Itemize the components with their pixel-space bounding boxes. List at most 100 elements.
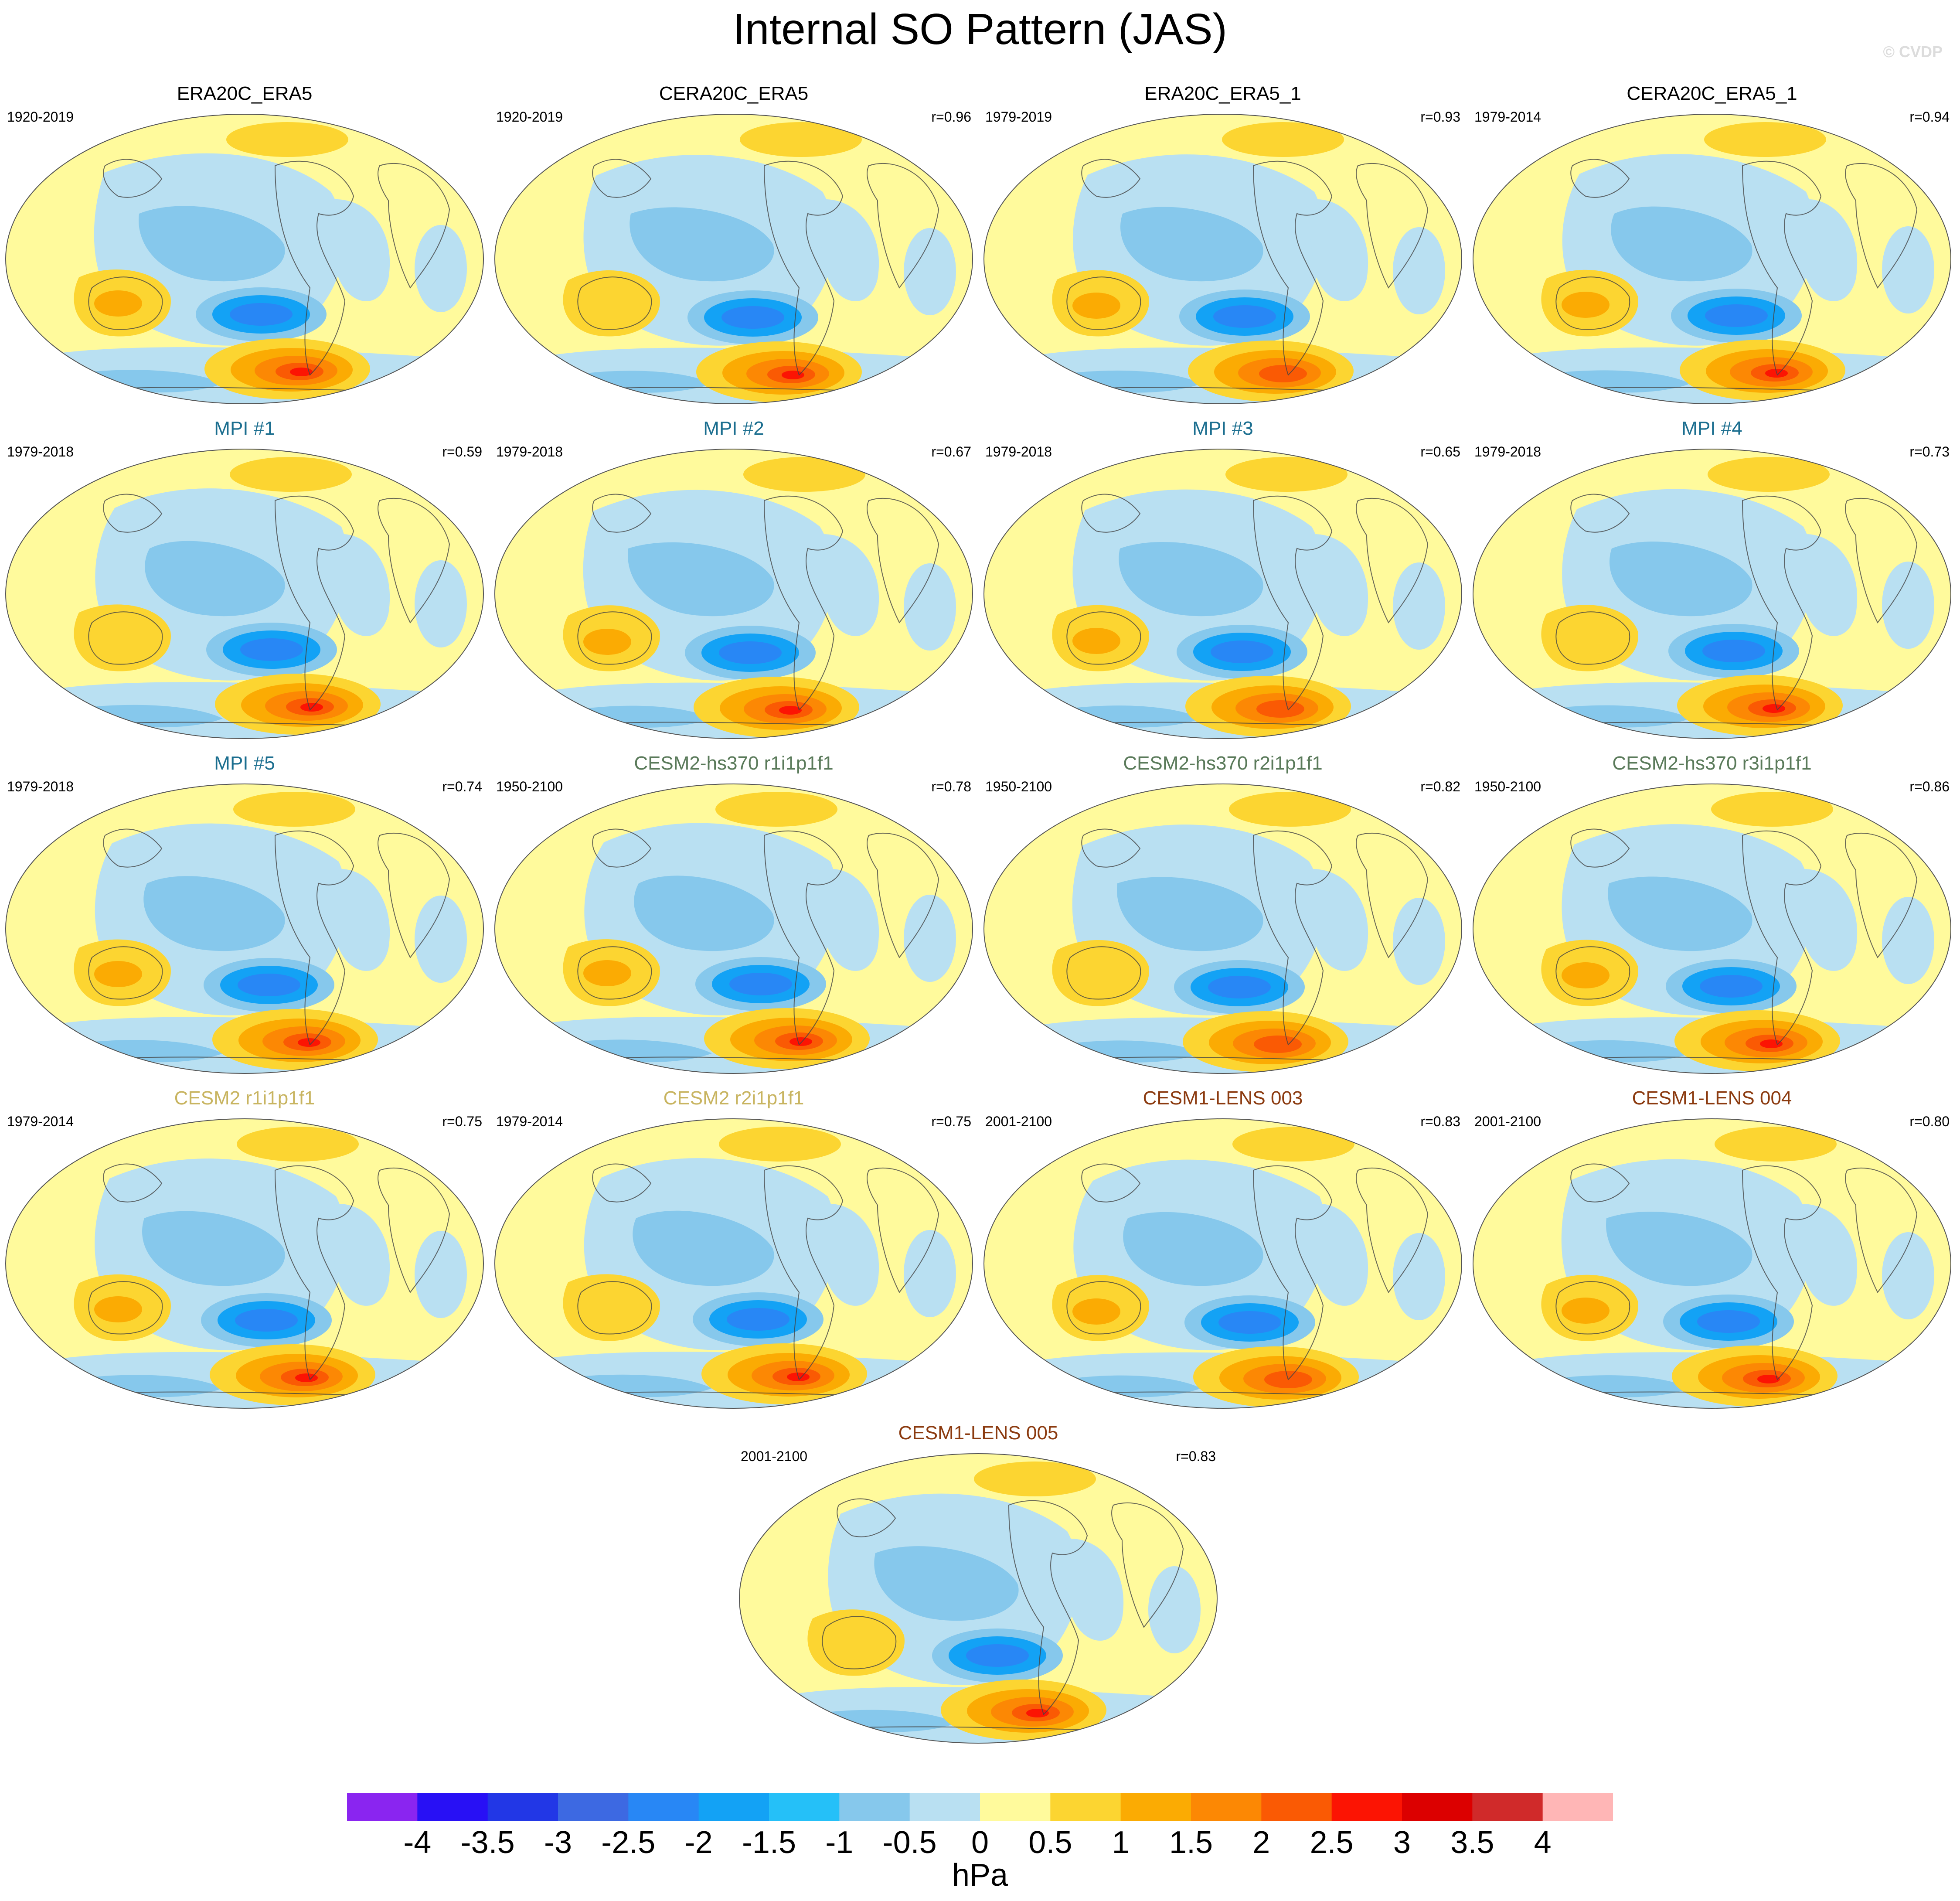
coastline: [592, 828, 652, 868]
pattern-map: [1473, 114, 1951, 404]
map-panel: CESM2-hs370 r3i1p1f1 1950-2100 r=0.86: [1467, 753, 1957, 1084]
pattern-map: [5, 114, 484, 404]
panel-correlation: r=0.74: [442, 779, 482, 794]
panel-title: CERA20C_ERA5_1: [1627, 83, 1797, 104]
coastline: [378, 163, 450, 289]
map-border: [494, 114, 973, 404]
map-border: [494, 784, 973, 1074]
positive-anomaly-region: [719, 1127, 841, 1162]
coastline: [1555, 276, 1630, 330]
negative-anomaly-region: [1882, 226, 1934, 313]
negative-anomaly-region: [1148, 1566, 1201, 1653]
map-border: [1473, 1118, 1951, 1409]
colorbar-swatch: [769, 1793, 840, 1821]
positive-anomaly-region: [1232, 1127, 1354, 1162]
negative-anomaly-region: [1306, 199, 1368, 301]
negative-anomaly-region: [1882, 897, 1934, 984]
panel-correlation: r=0.93: [1420, 109, 1460, 125]
colorbar-swatch: [839, 1793, 910, 1821]
colorbar-tick-label: -3: [544, 1825, 572, 1860]
coastline: [103, 1163, 163, 1203]
negative-anomaly-region: [327, 1203, 390, 1306]
positive-anomaly-region: [740, 122, 862, 157]
coastline: [763, 830, 844, 1046]
colorbar-swatch: [1261, 1793, 1332, 1821]
map-panel: MPI #2 1979-2018 r=0.67: [489, 418, 978, 749]
panel-title: CESM2-hs370 r2i1p1f1: [1123, 753, 1323, 774]
panel-years: 1979-2018: [985, 444, 1052, 460]
panel-years: 1979-2018: [1474, 444, 1541, 460]
positive-anomaly-region: [1541, 605, 1638, 671]
negative-anomaly-region: [904, 563, 956, 651]
positive-anomaly-region: [94, 290, 142, 317]
panel-years: 1979-2018: [7, 444, 74, 460]
colorbar-swatch: [1191, 1793, 1262, 1821]
panel-correlation: r=0.59: [442, 444, 482, 460]
panel-correlation: r=0.86: [1909, 779, 1950, 794]
colorbar-swatch: [1120, 1793, 1191, 1821]
colorbar-swatch: [1050, 1793, 1121, 1821]
panel-correlation: r=0.67: [931, 444, 971, 460]
coastline: [592, 494, 652, 533]
positive-anomaly-core: [300, 703, 323, 712]
negative-anomaly-core: [1218, 1311, 1281, 1334]
panel-years: 1979-2014: [496, 1114, 563, 1129]
coastline: [1570, 828, 1630, 868]
positive-anomaly-core: [295, 1373, 318, 1382]
coastline: [1066, 1281, 1141, 1335]
panel-title: CESM1-LENS 003: [1143, 1087, 1303, 1109]
coastline: [88, 1281, 163, 1335]
coastline: [1356, 1167, 1429, 1293]
positive-anomaly-region: [1072, 1298, 1120, 1325]
colorbar-swatch: [558, 1793, 629, 1821]
coastline: [867, 832, 939, 958]
panel-years: 2001-2100: [985, 1114, 1052, 1129]
colorbar-tick-label: -4: [403, 1825, 432, 1860]
map-panel: MPI #3 1979-2018 r=0.65: [978, 418, 1467, 749]
panel-title: CESM2-hs370 r1i1p1f1: [634, 753, 834, 774]
positive-anomaly-core: [1026, 1709, 1049, 1717]
negative-anomaly-region: [633, 1210, 774, 1286]
coastline: [867, 497, 939, 623]
panel-years: 1979-2018: [7, 779, 74, 794]
negative-anomaly-region: [333, 534, 390, 636]
coastline: [1742, 830, 1822, 1046]
map-border: [5, 1118, 484, 1409]
negative-anomaly-region: [814, 199, 879, 301]
coastline: [1356, 497, 1429, 623]
panel-title: CESM1-LENS 005: [898, 1422, 1058, 1444]
colorbar-tick-label: 0.5: [1028, 1825, 1072, 1860]
negative-anomaly-region: [1790, 1203, 1858, 1306]
map-panel: MPI #5 1979-2018 r=0.74: [0, 753, 489, 1084]
negative-anomaly-region: [1123, 1212, 1263, 1286]
negative-anomaly-region: [1300, 869, 1368, 971]
colorbar-swatch: [417, 1793, 488, 1821]
positive-anomaly-core: [782, 371, 804, 379]
negative-anomaly-region: [143, 876, 285, 951]
pattern-map: [983, 784, 1462, 1074]
colorbar-swatch: [1542, 1793, 1613, 1821]
copyright-text: © CVDP: [1883, 43, 1943, 61]
negative-anomaly-core: [1705, 304, 1768, 327]
map-panel: CESM2-hs370 r1i1p1f1 1950-2100 r=0.78: [489, 753, 978, 1084]
colorbar-tick-label: 1.5: [1169, 1825, 1213, 1860]
panel-title: MPI #4: [1681, 418, 1742, 439]
panel-title: ERA20C_ERA5_1: [1144, 83, 1301, 104]
positive-anomaly-core: [779, 706, 802, 715]
colorbar-tick-label: -2.5: [601, 1825, 656, 1860]
negative-anomaly-region: [1393, 562, 1445, 650]
negative-anomaly-region: [1393, 227, 1445, 314]
pattern-map: [494, 114, 973, 404]
panel-correlation: r=0.65: [1420, 444, 1460, 460]
colorbar-tick-label: 2.5: [1310, 1825, 1354, 1860]
negative-anomaly-core: [240, 638, 303, 661]
panel-years: 1979-2018: [496, 444, 563, 460]
coastline: [1008, 1500, 1088, 1715]
map-border: [983, 449, 1462, 739]
negative-anomaly-region: [1792, 869, 1858, 971]
negative-anomaly-region: [1610, 542, 1752, 617]
pattern-map: [1473, 449, 1951, 739]
panel-title: MPI #2: [703, 418, 764, 439]
negative-anomaly-region: [1393, 1233, 1445, 1320]
positive-anomaly-region: [807, 1609, 905, 1676]
